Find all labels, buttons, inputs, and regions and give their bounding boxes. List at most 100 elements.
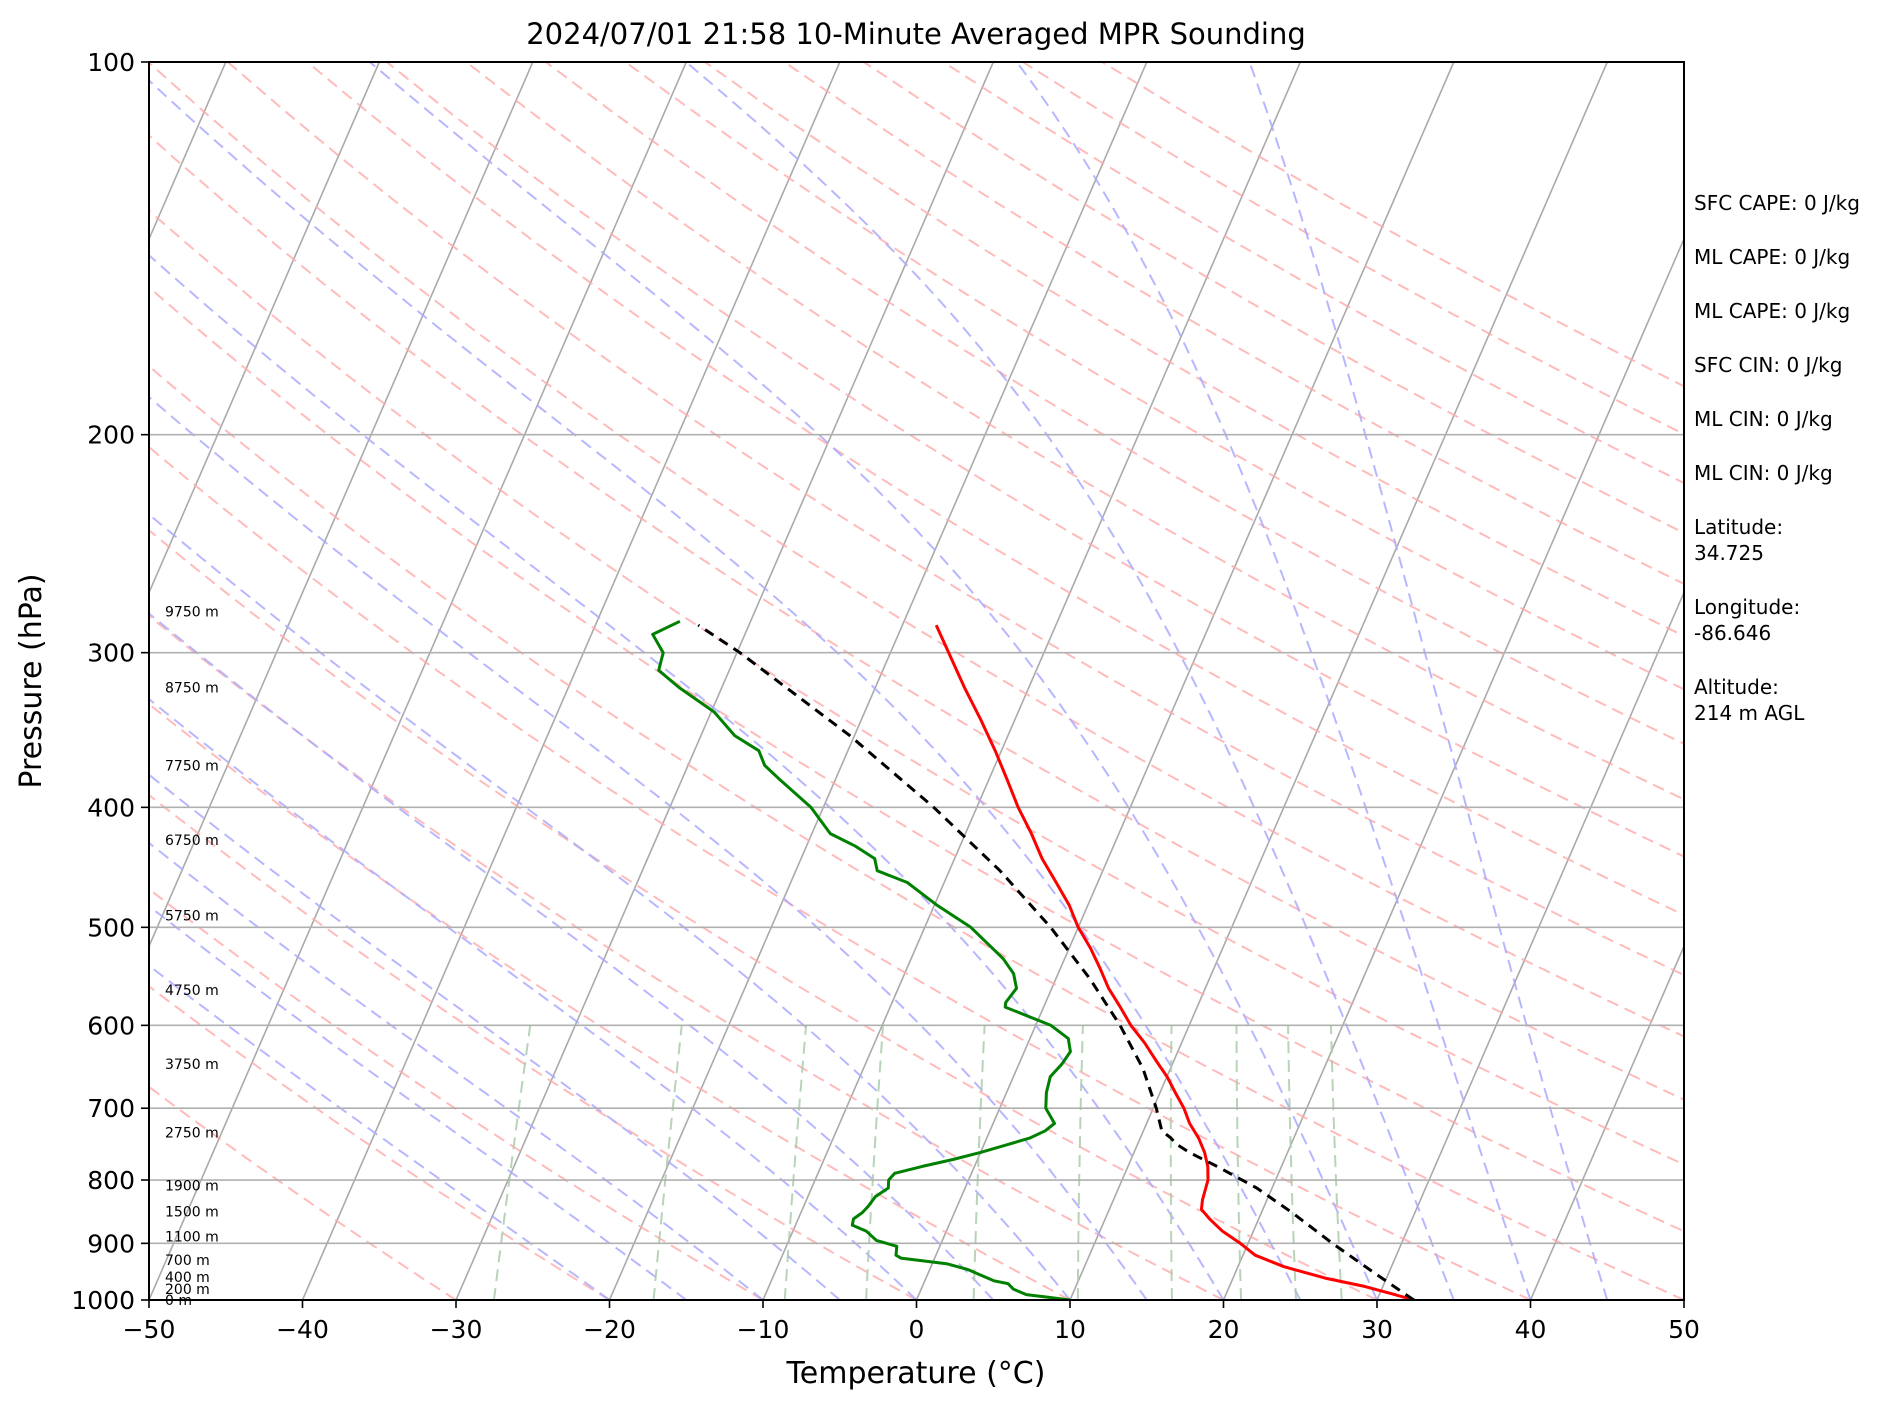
height-label: 9750 m (165, 605, 219, 621)
y-tick-label: 400 (87, 793, 135, 822)
stats-line: ML CAPE: 0 J/kg (1694, 245, 1850, 269)
moist-adiabat-line (1015, 62, 1532, 1300)
isotherm-line (1529, 944, 1684, 1300)
stats-line: SFC CAPE: 0 J/kg (1694, 191, 1860, 215)
temperature-line (934, 624, 1415, 1300)
mixing-ratio-line (1169, 1025, 1173, 1300)
x-tick-label: −20 (583, 1315, 636, 1344)
y-tick-label: 200 (87, 421, 135, 450)
stats-line: Latitude: (1694, 515, 1783, 539)
x-tick-label: −40 (276, 1315, 329, 1344)
stats-panel: SFC CAPE: 0 J/kg ML CAPE: 0 J/kg ML CAPE: … (1694, 191, 1860, 725)
isotherm-line (1222, 236, 1684, 1300)
dry-adiabat-line (386, 62, 1684, 858)
x-tick-label: 40 (1515, 1315, 1547, 1344)
moist-adiabat-line (149, 79, 1302, 1300)
isotherm-line (1069, 62, 1609, 1300)
x-tick-label: 50 (1668, 1315, 1700, 1344)
height-label: 1900 m (165, 1178, 219, 1194)
stats-line: 34.725 (1694, 541, 1764, 565)
isotherm-line (149, 62, 534, 949)
x-axis-ticks: −50 −40 −30 −20 −10 0 10 20 30 40 50 (123, 1300, 1700, 1344)
stats-line: ML CAPE: 0 J/kg (1694, 299, 1850, 323)
x-tick-label: −30 (430, 1315, 483, 1344)
height-label: 700 m (165, 1253, 210, 1269)
height-label: 5750 m (165, 908, 219, 924)
profiles (651, 619, 1415, 1300)
dry-adiabat-line (545, 62, 1684, 745)
height-label: 200 m (165, 1282, 210, 1298)
dewpoint-line (651, 619, 1072, 1300)
dry-adiabat-line (704, 62, 1684, 638)
y-tick-label: 800 (87, 1166, 135, 1195)
x-tick-label: −50 (123, 1315, 176, 1344)
y-tick-label: 500 (87, 913, 135, 942)
isotherm-line (301, 62, 841, 1300)
isotherm-line (149, 62, 381, 595)
x-tick-label: 0 (909, 1315, 925, 1344)
isotherm-line (1376, 590, 1684, 1300)
y-tick-label: 300 (87, 639, 135, 668)
dry-adiabat-line (149, 1085, 457, 1300)
isotherm-line (149, 62, 688, 1300)
stats-line: ML CIN: 0 J/kg (1694, 461, 1833, 485)
height-label: 2750 m (165, 1125, 219, 1141)
x-tick-label: −10 (737, 1315, 790, 1344)
stats-line: -86.646 (1694, 621, 1771, 645)
y-tick-label: 1000 (71, 1286, 135, 1315)
stats-line: SFC CIN: 0 J/kg (1694, 353, 1842, 377)
moist-adiabat-line (149, 841, 764, 1300)
dry-adiabat-line (149, 445, 1531, 1300)
stats-line: 214 m AGL (1694, 701, 1805, 725)
y-tick-label: 900 (87, 1229, 135, 1258)
height-label: 3750 m (165, 1057, 219, 1073)
x-axis-label: Temperature (°C) (786, 1356, 1046, 1391)
moist-adiabat-line (149, 513, 1071, 1300)
dry-adiabat-line (783, 62, 1684, 586)
x-tick-label: 20 (1208, 1315, 1240, 1344)
background-lines (149, 62, 1684, 1300)
dry-adiabat-line (149, 614, 1224, 1300)
height-label: 7750 m (165, 758, 219, 774)
dry-adiabat-line (149, 134, 1684, 1101)
dry-adiabat-line (149, 62, 1684, 1038)
height-label: 1500 m (165, 1204, 219, 1220)
moist-adiabat-line (149, 773, 841, 1300)
stats-line: Altitude: (1694, 675, 1779, 699)
y-axis-ticks: 100 200 300 400 500 600 700 800 900 1000 (71, 48, 149, 1315)
chart-title: 2024/07/01 21:58 10-Minute Averaged MPR … (526, 17, 1306, 51)
x-tick-label: 10 (1054, 1315, 1086, 1344)
moist-adiabat-line (149, 253, 1225, 1300)
y-axis-label: Pressure (hPa) (14, 573, 49, 788)
stats-line: Longitude: (1694, 595, 1800, 619)
dry-adiabat-line (149, 209, 1684, 1166)
dry-adiabat-line (149, 793, 917, 1300)
height-label: 1100 m (165, 1230, 219, 1246)
isotherm-line (608, 62, 1148, 1300)
stats-line: ML CIN: 0 J/kg (1694, 407, 1833, 431)
moist-adiabat-line (685, 62, 1455, 1300)
isotherm-line (762, 62, 1302, 1300)
dry-adiabat-line (149, 286, 1684, 1233)
dry-adiabat-line (306, 62, 1684, 917)
height-label: 0 m (165, 1293, 192, 1309)
height-label: 400 m (165, 1270, 210, 1286)
height-label: 8750 m (165, 680, 219, 696)
isotherm-line (915, 62, 1455, 1300)
moist-adiabat-line (149, 612, 995, 1300)
dry-adiabat-line (149, 887, 764, 1300)
parcel-line (697, 623, 1415, 1300)
pressure-gridlines (149, 433, 1684, 1245)
dry-adiabat-line (149, 985, 611, 1300)
y-tick-label: 700 (87, 1094, 135, 1123)
y-tick-label: 100 (87, 48, 135, 77)
y-tick-label: 600 (87, 1011, 135, 1040)
moist-adiabat-line (1248, 62, 1609, 1300)
height-label: 4750 m (165, 983, 219, 999)
height-label: 6750 m (165, 833, 219, 849)
isotherm-line (455, 62, 995, 1300)
